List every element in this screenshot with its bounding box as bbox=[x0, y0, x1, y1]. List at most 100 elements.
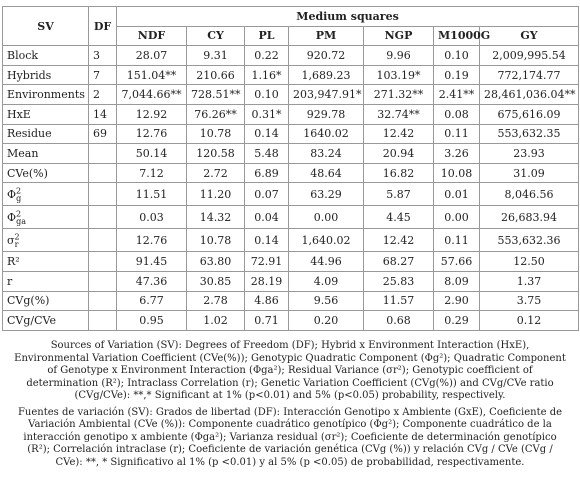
row-label: CVg(%) bbox=[2, 290, 89, 312]
value-cell: 0.01 bbox=[433, 182, 480, 207]
row-label: R² bbox=[2, 251, 89, 272]
value-cell: 12.76 bbox=[116, 123, 187, 145]
value-cell: 0.00 bbox=[288, 205, 364, 230]
value-cell: 2.41** bbox=[433, 84, 480, 105]
value-cell: 9.31 bbox=[186, 45, 245, 66]
value-cell: 63.29 bbox=[288, 182, 364, 207]
value-cell: 0.08 bbox=[433, 103, 480, 125]
header-group: Medium squares bbox=[115, 6, 580, 27]
table-row: CVe(%) 7.12 2.72 6.89 48.64 16.82 10.08 31.09 bbox=[2, 162, 580, 184]
value-cell: 11.20 bbox=[186, 182, 245, 207]
value-cell: 0.14 bbox=[244, 228, 289, 253]
value-cell: 11.57 bbox=[363, 290, 434, 312]
df-cell bbox=[88, 310, 117, 331]
value-cell: 8,046.56 bbox=[478, 182, 580, 207]
df-cell: 2 bbox=[88, 84, 117, 105]
value-cell: 4.45 bbox=[363, 205, 434, 230]
df-cell bbox=[88, 251, 117, 272]
value-cell: 28.19 bbox=[244, 270, 289, 292]
value-cell: 553,632.35 bbox=[478, 123, 580, 145]
df-cell: 7 bbox=[88, 64, 117, 86]
row-label: Φ2ga bbox=[2, 205, 89, 230]
value-cell: 1.37 bbox=[478, 270, 580, 292]
value-cell: 0.31* bbox=[244, 103, 289, 125]
value-cell: 1,640.02 bbox=[288, 228, 364, 253]
table-row: Environments 2 7,044.66** 728.51** 0.10 203,9… bbox=[2, 84, 580, 105]
table-header: SV DF Medium squares NDF CY PL PM NGP M1000G G… bbox=[2, 5, 580, 47]
df-cell: 69 bbox=[88, 123, 117, 145]
value-cell: 7.12 bbox=[116, 162, 187, 184]
value-cell: 68.27 bbox=[363, 251, 434, 272]
value-cell: 0.00 bbox=[433, 205, 480, 230]
anova-table: SV DF Medium squares NDF CY PL PM NGP M1000G G… bbox=[2, 5, 580, 331]
table-row: Residue 69 12.76 10.78 0.14 1640.02 12.42 0.11 5… bbox=[2, 123, 580, 145]
df-cell: 3 bbox=[88, 45, 117, 66]
value-cell: 3.75 bbox=[478, 290, 580, 312]
header-cell: DF bbox=[88, 5, 117, 47]
df-cell: 14 bbox=[88, 103, 117, 125]
df-cell bbox=[88, 270, 117, 292]
value-cell: 4.86 bbox=[244, 290, 289, 312]
symbol: Φ bbox=[7, 187, 17, 201]
value-cell: 772,174.77 bbox=[478, 64, 580, 86]
subscript: g bbox=[16, 194, 22, 204]
df-cell bbox=[88, 205, 117, 230]
value-cell: 83.24 bbox=[288, 143, 364, 164]
header-cell: NDF bbox=[116, 25, 187, 47]
value-cell: 6.89 bbox=[244, 162, 289, 184]
value-cell: 2.72 bbox=[186, 162, 245, 184]
value-cell: 6.77 bbox=[116, 290, 187, 312]
value-cell: 0.14 bbox=[244, 123, 289, 145]
value-cell: 0.20 bbox=[288, 310, 364, 331]
value-cell: 728.51** bbox=[186, 84, 245, 105]
value-cell: 25.83 bbox=[363, 270, 434, 292]
header-cell: CY bbox=[186, 25, 245, 47]
table-row: σ2r 12.76 10.78 0.14 1,640.02 12.42 0.11 553,63… bbox=[2, 228, 580, 253]
df-cell bbox=[88, 162, 117, 184]
row-label: σ2r bbox=[2, 228, 89, 253]
value-cell: 2.90 bbox=[433, 290, 480, 312]
value-cell: 920.72 bbox=[288, 45, 364, 66]
value-cell: 271.32** bbox=[363, 84, 434, 105]
row-label: Residue bbox=[2, 123, 89, 145]
value-cell: 929.78 bbox=[288, 103, 364, 125]
row-label: CVe(%) bbox=[2, 162, 89, 184]
value-cell: 0.10 bbox=[244, 84, 289, 105]
value-cell: 0.19 bbox=[433, 64, 480, 86]
superscript: 2 bbox=[16, 186, 22, 196]
value-cell: 50.14 bbox=[116, 143, 187, 164]
value-cell: 0.29 bbox=[433, 310, 480, 331]
value-cell: 8.09 bbox=[433, 270, 480, 292]
value-cell: 12.92 bbox=[116, 103, 187, 125]
value-cell: 2.78 bbox=[186, 290, 245, 312]
value-cell: 3.26 bbox=[433, 143, 480, 164]
value-cell: 0.22 bbox=[244, 45, 289, 66]
value-cell: 1640.02 bbox=[288, 123, 364, 145]
value-cell: 203,947.91* bbox=[288, 84, 364, 105]
row-label: HxE bbox=[2, 103, 89, 125]
value-cell: 91.45 bbox=[116, 251, 187, 272]
value-cell: 12.42 bbox=[363, 228, 434, 253]
subscript: ga bbox=[16, 217, 27, 227]
value-cell: 210.66 bbox=[186, 64, 245, 86]
table-row: Mean 50.14 120.58 5.48 83.24 20.94 3.26 23.93 bbox=[2, 143, 580, 164]
value-cell: 151.04** bbox=[116, 64, 187, 86]
value-cell: 120.58 bbox=[186, 143, 245, 164]
value-cell: 10.78 bbox=[186, 228, 245, 253]
header-cell: M1000G bbox=[433, 25, 490, 47]
value-cell: 47.36 bbox=[116, 270, 187, 292]
value-cell: 0.03 bbox=[116, 205, 187, 230]
table-row: HxE 14 12.92 76.26** 0.31* 929.78 32.74** 0.08 6… bbox=[2, 103, 580, 125]
footnote: Fuentes de variación (SV): Grados de lib… bbox=[17, 406, 563, 468]
row-label: Φ2g bbox=[2, 182, 89, 207]
header-cell: NGP bbox=[363, 25, 434, 47]
value-cell: 31.09 bbox=[478, 162, 580, 184]
symbol: Φ bbox=[7, 210, 17, 224]
subscript: r bbox=[14, 240, 19, 250]
value-cell: 5.87 bbox=[363, 182, 434, 207]
df-cell bbox=[88, 143, 117, 164]
value-cell: 48.64 bbox=[288, 162, 364, 184]
superscript: 2 bbox=[14, 232, 20, 242]
value-cell: 9.96 bbox=[363, 45, 434, 66]
value-cell: 32.74** bbox=[363, 103, 434, 125]
